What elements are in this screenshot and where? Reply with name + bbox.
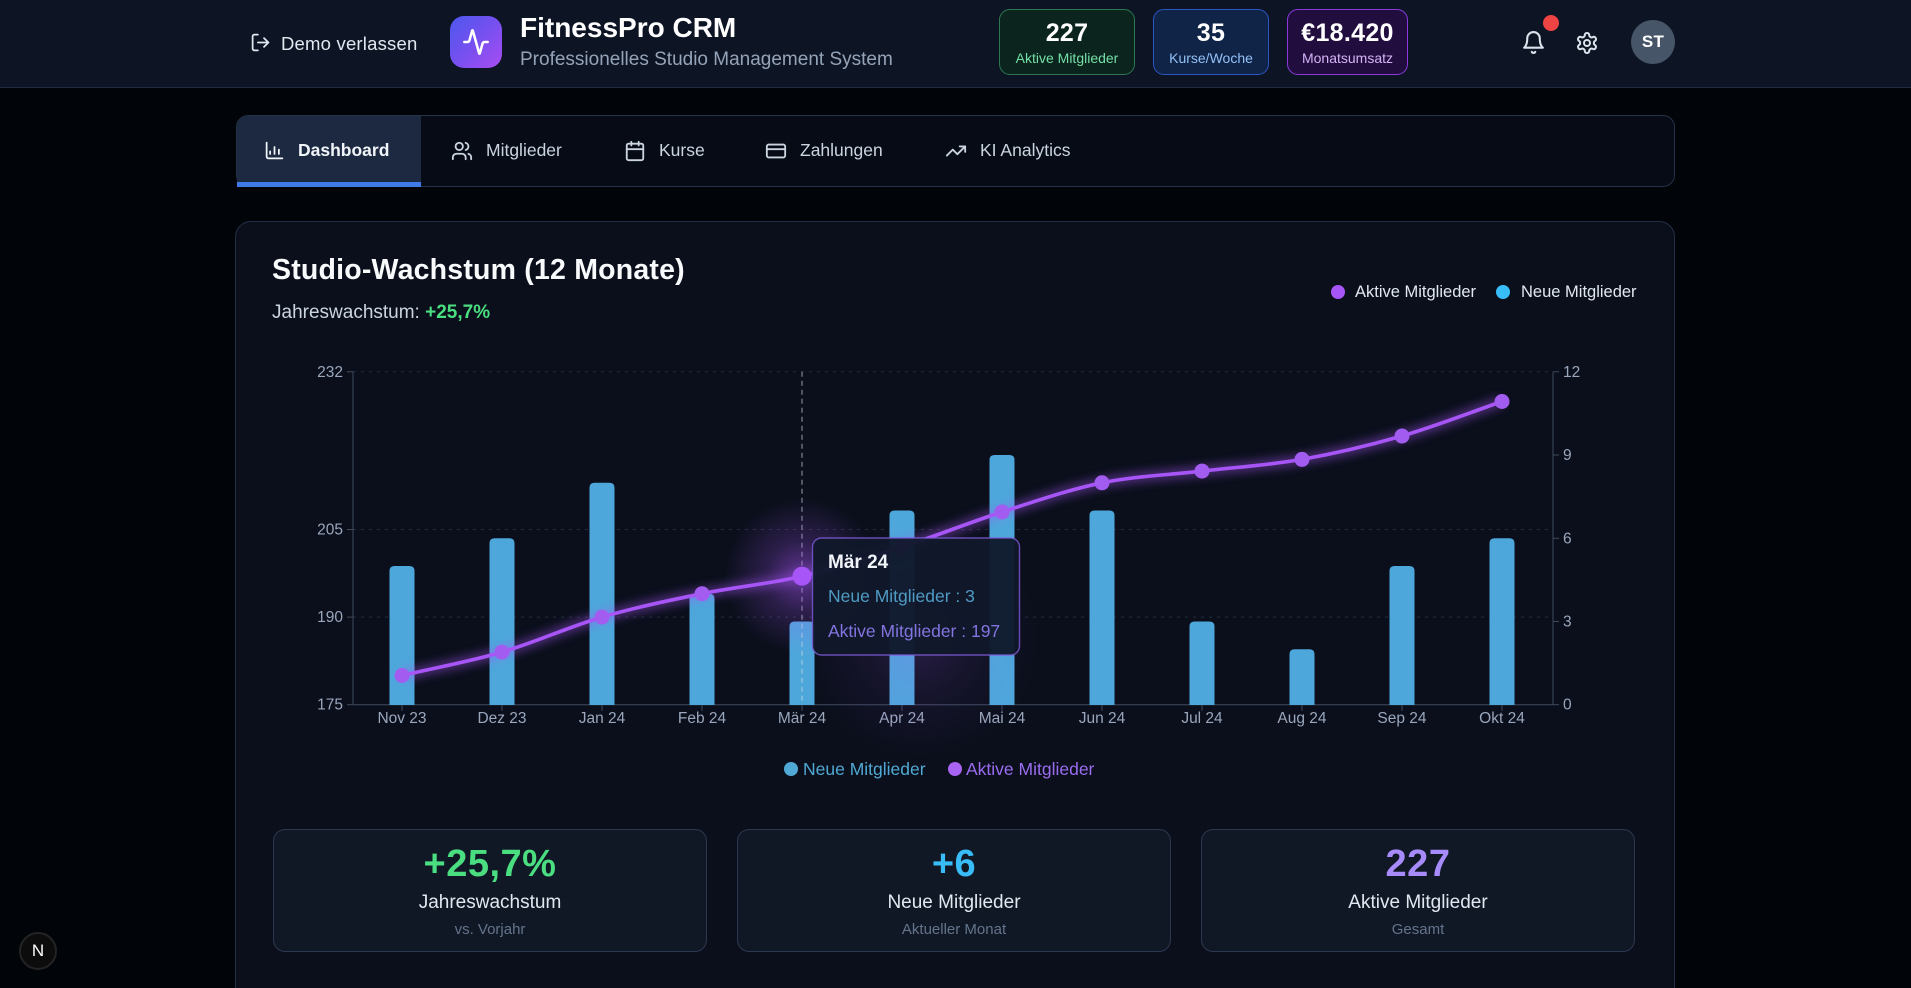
svg-text:12: 12 bbox=[1563, 364, 1580, 381]
svg-text:Mär 24: Mär 24 bbox=[828, 552, 889, 573]
svg-text:Jun 24: Jun 24 bbox=[1079, 710, 1126, 727]
svg-text:Dez 23: Dez 23 bbox=[477, 710, 526, 727]
svg-text:Okt 24: Okt 24 bbox=[1479, 710, 1525, 727]
svg-text:Feb 24: Feb 24 bbox=[678, 710, 727, 727]
svg-text:232: 232 bbox=[317, 364, 343, 381]
svg-text:3: 3 bbox=[1563, 614, 1572, 631]
svg-text:Neue Mitglieder : 3: Neue Mitglieder : 3 bbox=[828, 586, 975, 606]
svg-text:6: 6 bbox=[1563, 530, 1572, 547]
svg-text:Nov 23: Nov 23 bbox=[377, 710, 426, 727]
svg-text:9: 9 bbox=[1563, 447, 1572, 464]
svg-text:190: 190 bbox=[317, 609, 343, 626]
svg-text:Jul 24: Jul 24 bbox=[1181, 710, 1223, 727]
svg-text:Aktive Mitglieder : 197: Aktive Mitglieder : 197 bbox=[828, 621, 1000, 641]
svg-text:Sep 24: Sep 24 bbox=[1377, 710, 1427, 727]
svg-text:205: 205 bbox=[317, 522, 343, 539]
svg-text:175: 175 bbox=[317, 697, 343, 714]
svg-text:Jan 24: Jan 24 bbox=[579, 710, 626, 727]
svg-text:Aug 24: Aug 24 bbox=[1277, 710, 1327, 727]
svg-text:Mär 24: Mär 24 bbox=[778, 710, 827, 727]
svg-text:0: 0 bbox=[1563, 697, 1572, 714]
